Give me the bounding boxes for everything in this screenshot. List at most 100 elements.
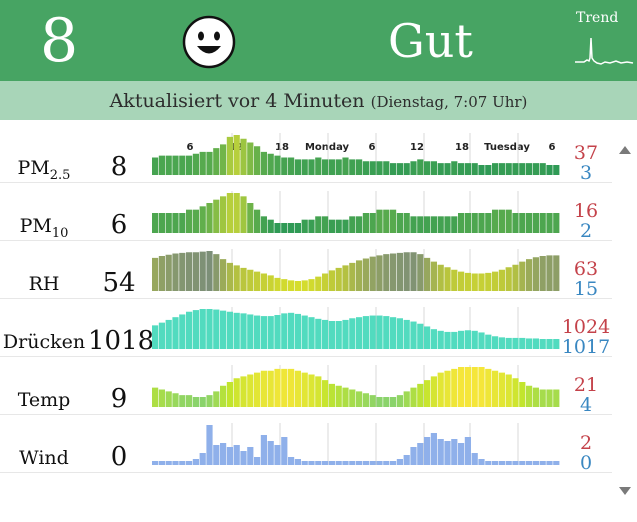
chart-bar xyxy=(464,213,471,233)
chart-bar xyxy=(165,254,172,291)
row-min-value: 0 xyxy=(579,452,593,474)
chart-bar xyxy=(281,223,288,233)
chart-bar xyxy=(539,163,546,176)
chart-bar xyxy=(294,313,301,349)
row-label: PM2.5 xyxy=(0,157,88,183)
chart-bar xyxy=(179,252,186,292)
aqi-value: 8 xyxy=(40,6,79,76)
chart-bar xyxy=(424,257,431,292)
chart-bar xyxy=(186,395,193,408)
last-updated-bar: Aktualisiert vor 4 Minuten (Dienstag, 7:… xyxy=(0,81,637,120)
chart-bar xyxy=(254,315,261,349)
chart-bar xyxy=(471,213,478,233)
chart-bar xyxy=(158,256,165,291)
row-label-main: Drücken xyxy=(2,331,86,353)
sensor-row: RH 54 63 15 xyxy=(0,240,612,300)
chart-bar xyxy=(437,216,444,233)
chart-bar xyxy=(424,380,431,408)
chart-bar xyxy=(315,157,322,175)
chart-bar xyxy=(349,262,356,292)
chart-bar xyxy=(267,316,274,349)
chart-bar xyxy=(485,461,492,465)
scroll-down-arrow[interactable] xyxy=(619,487,631,495)
chart-bar xyxy=(199,309,206,349)
chart-bar xyxy=(179,213,186,233)
chart-bar xyxy=(315,461,322,465)
chart-bar xyxy=(301,159,308,176)
chart-bar xyxy=(186,461,193,465)
chart-bar xyxy=(485,334,492,349)
chart-bar xyxy=(519,382,526,407)
chart-bar xyxy=(335,461,342,465)
chart-bar xyxy=(403,163,410,176)
chart-bar xyxy=(213,309,220,349)
chart-bar xyxy=(471,163,478,176)
chart-bar xyxy=(186,155,193,176)
sensor-row: PM2.5 8 37 3 xyxy=(0,124,612,184)
chart-bar xyxy=(519,213,526,233)
chart-bar xyxy=(172,213,179,233)
chart-bar xyxy=(301,280,308,292)
chart-bar xyxy=(322,319,329,349)
chart-bar xyxy=(254,457,261,465)
chart-bar xyxy=(247,142,254,175)
chart-bar xyxy=(206,251,213,291)
row-min-value: 4 xyxy=(579,394,593,416)
chart-bar xyxy=(233,445,240,465)
chart-bar xyxy=(546,165,553,175)
chart-bar xyxy=(369,315,376,349)
chart-bar xyxy=(444,331,451,349)
row-sparkline-chart xyxy=(152,191,560,233)
time-tick-label: 6 xyxy=(368,142,376,153)
trend-chart-icon[interactable] xyxy=(574,34,634,68)
chart-bar xyxy=(186,209,193,233)
chart-bar xyxy=(417,383,424,408)
chart-bar xyxy=(492,209,499,233)
chart-bar xyxy=(308,219,315,233)
chart-bar xyxy=(498,372,505,408)
chart-bar xyxy=(158,461,165,465)
chart-bar xyxy=(458,330,465,349)
row-current-value: 6 xyxy=(110,210,128,240)
time-tick-label: Tuesday xyxy=(484,142,530,153)
chart-bar xyxy=(335,159,342,176)
chart-bar xyxy=(464,272,471,292)
time-tick-label: 6 xyxy=(548,142,556,153)
chart-bar xyxy=(328,219,335,233)
row-min-value: 1017 xyxy=(561,336,611,358)
chart-bar xyxy=(403,252,410,291)
chart-bar xyxy=(492,370,499,407)
scroll-up-arrow[interactable] xyxy=(619,146,631,154)
chart-bar xyxy=(390,461,397,465)
chart-bar xyxy=(152,461,159,465)
chart-bar xyxy=(519,461,526,465)
chart-bar xyxy=(240,196,247,233)
chart-bar xyxy=(369,461,376,465)
chart-bar xyxy=(430,329,437,349)
chart-bar xyxy=(553,461,560,465)
chart-bar xyxy=(376,209,383,233)
chart-bar xyxy=(206,395,213,408)
chart-bar xyxy=(471,273,478,291)
chart-bar xyxy=(383,316,390,349)
chart-bar xyxy=(526,163,533,176)
chart-bar xyxy=(390,209,397,233)
chart-bar xyxy=(315,318,322,349)
chart-bar xyxy=(301,219,308,233)
trend-label[interactable]: Trend xyxy=(576,10,619,26)
chart-bar xyxy=(383,161,390,175)
chart-bar xyxy=(186,252,193,291)
chart-bar xyxy=(152,387,159,408)
chart-bar xyxy=(532,338,539,349)
row-sparkline-chart xyxy=(152,133,560,176)
chart-bar xyxy=(430,216,437,233)
chart-bar xyxy=(294,459,301,465)
chart-bar xyxy=(396,252,403,292)
chart-bar xyxy=(424,437,431,465)
chart-bar xyxy=(464,437,471,465)
chart-bar xyxy=(233,378,240,407)
chart-bar xyxy=(220,259,227,292)
chart-bar xyxy=(417,443,424,465)
chart-bar xyxy=(281,437,288,465)
chart-bar xyxy=(192,252,199,291)
